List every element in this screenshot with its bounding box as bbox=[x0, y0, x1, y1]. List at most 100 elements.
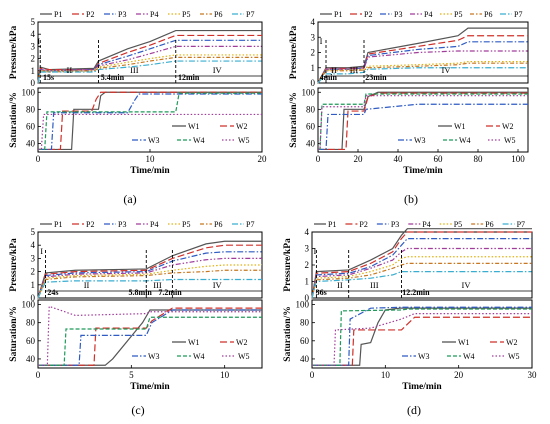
saturation-series-w1 bbox=[312, 307, 532, 366]
legend-label-p3: P3 bbox=[391, 220, 399, 229]
saturation-ytick-label: 40 bbox=[26, 138, 36, 148]
xtick-label: 100 bbox=[511, 154, 525, 164]
saturation-ytick-label: 60 bbox=[26, 336, 36, 346]
legend-label-w1: W1 bbox=[454, 122, 466, 131]
saturation-series-w3 bbox=[312, 306, 532, 366]
pressure-series-p3 bbox=[37, 39, 262, 84]
stage-label: IV bbox=[442, 65, 452, 75]
panel-label: (c) bbox=[131, 403, 144, 417]
saturation-ytick-label: 100 bbox=[296, 300, 310, 310]
legend-label-p4: P4 bbox=[422, 220, 430, 229]
duration-label: 5.8min bbox=[129, 288, 153, 297]
legend-label-p3: P3 bbox=[118, 220, 126, 229]
saturation-ytick-label: 100 bbox=[22, 87, 36, 97]
xtick-label: 20 bbox=[354, 154, 364, 164]
saturation-series-w3 bbox=[318, 103, 528, 151]
legend-label-w2: W2 bbox=[236, 122, 248, 131]
stage-label: II bbox=[67, 65, 73, 75]
legend-label-p2: P2 bbox=[86, 220, 94, 229]
pressure-ytick-label: 3 bbox=[311, 32, 316, 42]
legend-label-w3: W3 bbox=[148, 136, 160, 145]
stage-label: I bbox=[314, 246, 317, 256]
pressure-series-p1 bbox=[311, 228, 532, 299]
pressure-ytick-label: 2 bbox=[305, 260, 310, 270]
duration-label: 36s bbox=[316, 288, 327, 297]
stage-label: III bbox=[153, 280, 162, 290]
legend-label-w1: W1 bbox=[458, 338, 470, 347]
stage-label: IV bbox=[462, 280, 472, 290]
duration-label: 4min bbox=[320, 73, 338, 82]
stage-label: I bbox=[37, 36, 40, 46]
legend-label-p5: P5 bbox=[182, 220, 190, 229]
saturation-ytick-label: 80 bbox=[306, 104, 316, 114]
pressure-series-p6 bbox=[311, 262, 532, 299]
stage-label: III bbox=[370, 280, 379, 290]
legend-label-p2: P2 bbox=[86, 10, 94, 19]
legend-label-w3: W3 bbox=[414, 136, 426, 145]
xtick-label: 40 bbox=[394, 154, 404, 164]
pressure-series-p3 bbox=[311, 238, 532, 299]
stage-label: IV bbox=[213, 65, 223, 75]
legend-label-p1: P1 bbox=[54, 220, 62, 229]
panel-label: (b) bbox=[404, 192, 418, 206]
xtick-label: 5 bbox=[129, 370, 134, 380]
legend-label-w2: W2 bbox=[502, 122, 514, 131]
legend-label-w5: W5 bbox=[238, 352, 250, 361]
saturation-series-w2 bbox=[318, 92, 528, 151]
duration-label: 7.2min bbox=[158, 288, 182, 297]
saturation-ytick-label: 80 bbox=[26, 318, 36, 328]
legend-label-w5: W5 bbox=[504, 136, 516, 145]
pressure-series-p4 bbox=[37, 257, 262, 299]
pressure-series-p6 bbox=[317, 62, 528, 84]
xtick-label: 20 bbox=[258, 154, 268, 164]
duration-label: 24s bbox=[47, 288, 58, 297]
legend-label-p3: P3 bbox=[394, 10, 402, 19]
legend-label-w3: W3 bbox=[418, 352, 430, 361]
xtick-label: 0 bbox=[316, 154, 321, 164]
legend-label-w1: W1 bbox=[188, 338, 200, 347]
legend-label-p6: P6 bbox=[214, 10, 222, 19]
duration-label: 12.2min bbox=[402, 288, 430, 297]
legend-label-w4: W4 bbox=[459, 136, 471, 145]
stage-label: III bbox=[350, 65, 359, 75]
pressure-series-p3 bbox=[317, 41, 528, 84]
pressure-ytick-label: 3 bbox=[31, 41, 36, 51]
pressure-ytick-label: 4 bbox=[31, 240, 36, 250]
legend-label-p5: P5 bbox=[454, 10, 462, 19]
pressure-series-p7 bbox=[317, 67, 528, 84]
saturation-series-w3 bbox=[38, 309, 262, 366]
pressure-ytick-label: 4 bbox=[311, 17, 316, 27]
pressure-ytick-label: 3 bbox=[305, 244, 310, 254]
pressure-ytick-label: 4 bbox=[305, 227, 310, 237]
stage-label: I bbox=[40, 246, 43, 256]
legend-label-p7: P7 bbox=[514, 10, 522, 19]
pressure-ytick-label: 2 bbox=[31, 54, 36, 64]
pressure-ytick-label: 0 bbox=[31, 78, 36, 88]
pressure-ytick-label: 2 bbox=[31, 267, 36, 277]
panel-label: (a) bbox=[123, 192, 136, 206]
legend-label-w4: W4 bbox=[463, 352, 475, 361]
pressure-axis-label: Pressure/kPa bbox=[289, 26, 299, 80]
x-axis-label: Time/min bbox=[403, 166, 443, 176]
xtick-label: 10 bbox=[146, 154, 156, 164]
legend-label-p3: P3 bbox=[118, 10, 126, 19]
legend-label-w5: W5 bbox=[508, 352, 520, 361]
xtick-label: 0 bbox=[36, 154, 41, 164]
xtick-label: 20 bbox=[454, 370, 464, 380]
saturation-series-w5 bbox=[312, 313, 532, 366]
legend-label-p6: P6 bbox=[484, 10, 492, 19]
legend-label-p6: P6 bbox=[214, 220, 222, 229]
legend-label-w2: W2 bbox=[236, 338, 248, 347]
duration-label: 23min bbox=[365, 73, 387, 82]
saturation-axes-frame bbox=[37, 299, 263, 369]
pressure-series-p1 bbox=[317, 27, 528, 84]
saturation-series-w2 bbox=[312, 316, 532, 366]
pressure-axis-label: Pressure/kPa bbox=[283, 238, 293, 292]
saturation-ytick-label: 100 bbox=[22, 300, 36, 310]
x-axis-label: Time/min bbox=[130, 166, 170, 176]
xtick-label: 0 bbox=[310, 370, 315, 380]
saturation-ytick-label: 60 bbox=[306, 121, 316, 131]
saturation-ytick-label: 60 bbox=[26, 121, 36, 131]
